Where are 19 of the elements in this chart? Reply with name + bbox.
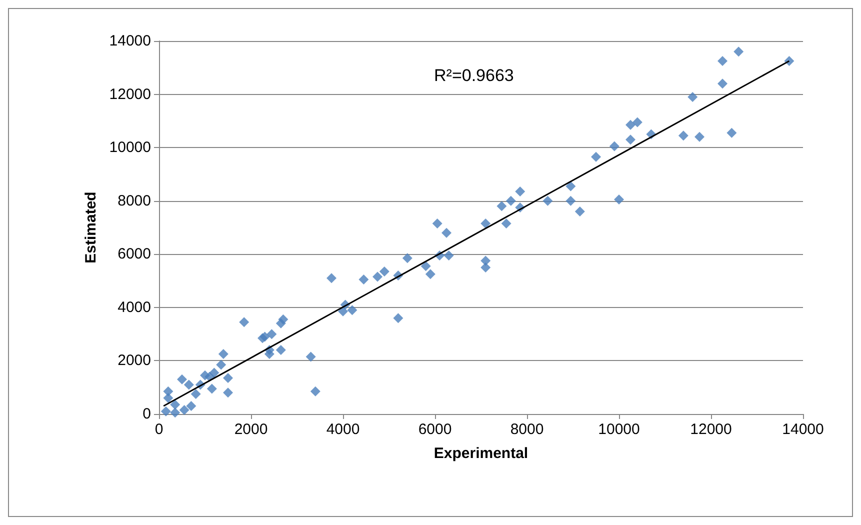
x-tick-label: 12000: [690, 421, 732, 438]
x-tick-label: 10000: [598, 421, 640, 438]
y-tick-label: 12000: [109, 86, 151, 103]
y-tick-label: 6000: [118, 246, 151, 263]
x-tick-label: 0: [154, 421, 164, 438]
x-tick-label: 14000: [782, 421, 824, 438]
y-tick-label: 8000: [118, 192, 151, 210]
x-tick-label: 6000: [418, 421, 452, 438]
x-tick-label: 4000: [326, 421, 360, 438]
x-axis-title: Experimental: [434, 445, 528, 462]
y-tick-label: 2000: [118, 352, 151, 370]
y-tick-label: 4000: [118, 298, 151, 316]
y-tick-label: 10000: [109, 139, 151, 156]
x-tick-label: 2000: [234, 421, 268, 438]
annotation: R²=0.9663: [434, 66, 514, 85]
y-tick-label: 0: [142, 406, 151, 422]
y-axis-title: Estimated: [82, 192, 100, 264]
y-tick-label: 14000: [109, 32, 151, 50]
x-tick-label: 8000: [510, 421, 544, 438]
